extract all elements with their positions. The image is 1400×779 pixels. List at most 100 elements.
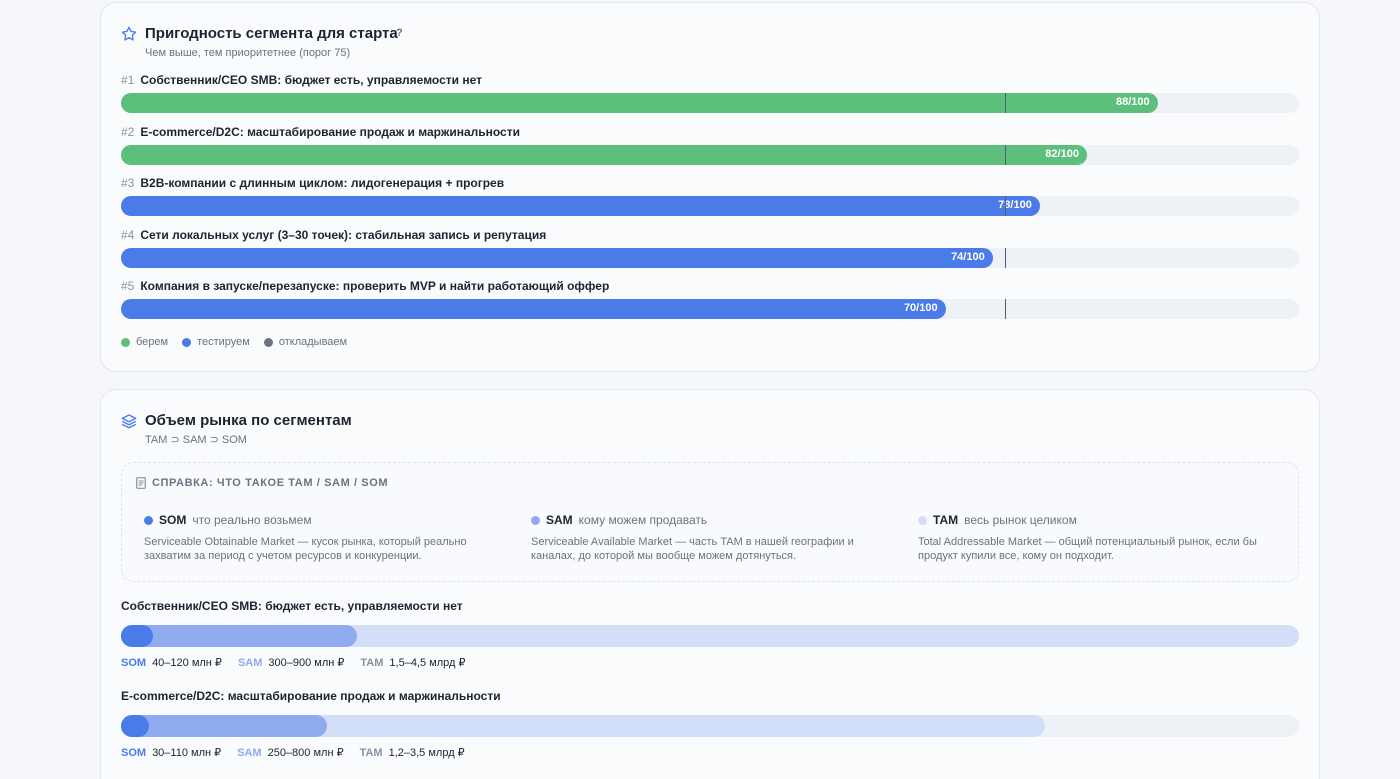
segment-rank: #2	[121, 124, 135, 139]
suitability-card: Пригодность сегмента для старта ? Чем вы…	[100, 2, 1320, 372]
som-amount: 30–110 млн ₽	[152, 746, 222, 759]
star-icon	[121, 26, 137, 41]
score-label: 82/100	[1045, 147, 1079, 160]
tam-value: TAM 1,2–3,5 млрд ₽	[360, 746, 465, 759]
threshold-marker	[1004, 247, 1006, 268]
legend-item-postpone: откладываем	[263, 336, 348, 348]
threshold-marker	[1004, 196, 1006, 216]
segment-name: Компания в запуске/перезапуске: проверит…	[140, 279, 610, 293]
segment-rank: #1	[121, 73, 135, 87]
legend-dot	[121, 337, 130, 347]
market-segment-title: Собственник/CEO SMB: бюджет есть, управл…	[121, 599, 463, 613]
score-track: 78/100	[121, 196, 1299, 216]
reference-short: что реально возьмем	[192, 513, 312, 527]
legend-item-test: тестируем	[182, 336, 250, 348]
sam-amount: 300–900 млн ₽	[268, 657, 345, 669]
segment-name: Сети локальных услуг (3–30 точек): стаби…	[140, 227, 547, 242]
reference-box: СПРАВКА: ЧТО ТАКОЕ TAM / SAM / SOM SOM ч…	[121, 462, 1299, 582]
market-title: Объем рынка по сегментам	[145, 412, 352, 429]
market-track	[121, 625, 1299, 647]
threshold-marker	[1004, 93, 1006, 113]
score-track: 88/100	[121, 93, 1299, 113]
sam-amount: 250–800 млн ₽	[267, 746, 344, 759]
tam-dot	[918, 515, 927, 525]
tam-value: TAM 1,5–4,5 млрд ₽	[360, 656, 465, 669]
segment-name: B2B-компании с длинным циклом: лидогенер…	[140, 176, 505, 190]
legend-dot	[182, 337, 192, 347]
suitability-subtitle: Чем выше, тем приоритетнее (порог 75)	[145, 47, 351, 59]
score-label: 74/100	[951, 250, 985, 263]
score-bar: 70/100	[121, 299, 946, 319]
score-track: 82/100	[121, 144, 1299, 165]
score-bar: 82/100	[121, 144, 1087, 165]
threshold-marker	[1004, 144, 1006, 165]
segment-name: E-commerce/D2C: масштабирование продаж и…	[140, 124, 520, 139]
som-value: SOM 40–120 млн ₽	[121, 656, 222, 669]
reference-tam: TAM весь рынок целиком Total Addressable…	[918, 513, 1278, 563]
score-track: 74/100	[121, 247, 1299, 268]
segment-label: #1 Собственник/CEO SMB: бюджет есть, упра…	[121, 73, 482, 87]
reference-short: весь рынок целиком	[964, 513, 1077, 527]
help-icon[interactable]: ?	[396, 27, 403, 39]
threshold-marker	[1004, 299, 1006, 319]
tam-amount: 1,2–3,5 млрд ₽	[388, 746, 465, 759]
som-key: SOM	[121, 657, 147, 669]
score-bar: 88/100	[121, 93, 1158, 113]
score-track: 70/100	[121, 299, 1299, 319]
reference-key: SOM	[159, 513, 187, 527]
som-bar	[121, 625, 153, 647]
segment-rank: #3	[121, 176, 135, 190]
score-label: 88/100	[1115, 96, 1150, 108]
sam-bar	[121, 714, 328, 737]
segment-label: #3 B2B-компании с длинным циклом: лидоген…	[121, 176, 504, 190]
reference-som: SOM что реально возьмем Serviceable Obta…	[144, 513, 504, 563]
legend-dot	[263, 337, 273, 347]
segment-rank: #5	[121, 279, 135, 293]
legend-label: тестируем	[197, 336, 250, 348]
tam-key: TAM	[360, 657, 384, 669]
tam-amount: 1,5–4,5 млрд ₽	[389, 657, 466, 669]
reference-key: TAM	[933, 513, 959, 527]
sam-value: SAM 300–900 млн ₽	[238, 656, 344, 669]
score-label: 78/100	[998, 199, 1032, 211]
sam-bar	[121, 625, 357, 647]
tam-bar	[121, 625, 1299, 647]
segment-label: #2 E-commerce/D2C: масштабирование продаж…	[121, 125, 520, 139]
market-values: SOM 40–120 млн ₽ SAM 300–900 млн ₽ TAM 1,5–4,…	[121, 656, 465, 669]
score-bar: 74/100	[121, 247, 993, 268]
som-dot	[144, 515, 153, 525]
reference-desc: Serviceable Obtainable Market — кусок ры…	[144, 536, 467, 562]
legend-label: откладываем	[278, 336, 348, 348]
legend-item-take: берем	[121, 336, 168, 348]
suitability-title: Пригодность сегмента для старта	[145, 25, 398, 42]
market-subtitle: TAM ⊃ SAM ⊃ SOM	[145, 434, 247, 446]
market-values: SOM 30–110 млн ₽ SAM 250–800 млн ₽ TAM 1,2–3,…	[121, 746, 465, 759]
som-bar	[121, 714, 150, 737]
layers-icon	[121, 414, 137, 429]
som-key: SOM	[121, 746, 147, 759]
reference-sam: SAM кому можем продавать Serviceable Ava…	[531, 513, 891, 563]
reference-title: СПРАВКА: ЧТО ТАКОЕ TAM / SAM / SOM	[152, 477, 389, 489]
document-icon	[136, 477, 146, 489]
sam-key: SAM	[237, 657, 263, 669]
segment-rank: #4	[121, 227, 135, 242]
market-segment-title: E-commerce/D2C: масштабирование продаж и…	[121, 688, 501, 703]
tam-bar	[121, 714, 1045, 737]
sam-dot	[531, 515, 540, 525]
sam-value: SAM 250–800 млн ₽	[237, 746, 343, 759]
segment-name: Собственник/CEO SMB: бюджет есть, управл…	[140, 73, 482, 87]
score-bar: 78/100	[121, 196, 1040, 216]
som-value: SOM 30–110 млн ₽	[121, 746, 221, 759]
market-track	[121, 714, 1299, 737]
score-label: 70/100	[903, 302, 938, 314]
reference-short: кому можем продавать	[578, 513, 708, 527]
segment-label: #4 Сети локальных услуг (3–30 точек): ста…	[121, 228, 546, 242]
som-amount: 40–120 млн ₽	[152, 657, 222, 669]
legend: берем тестируем откладываем	[121, 336, 347, 348]
market-card: Объем рынка по сегментам TAM ⊃ SAM ⊃ SOM…	[100, 389, 1320, 779]
sam-key: SAM	[237, 746, 262, 759]
segment-label: #5 Компания в запуске/перезапуске: провер…	[121, 279, 609, 293]
legend-label: берем	[136, 336, 169, 348]
reference-key: SAM	[546, 513, 573, 527]
reference-desc: Total Addressable Market — общий потенци…	[918, 536, 1257, 562]
